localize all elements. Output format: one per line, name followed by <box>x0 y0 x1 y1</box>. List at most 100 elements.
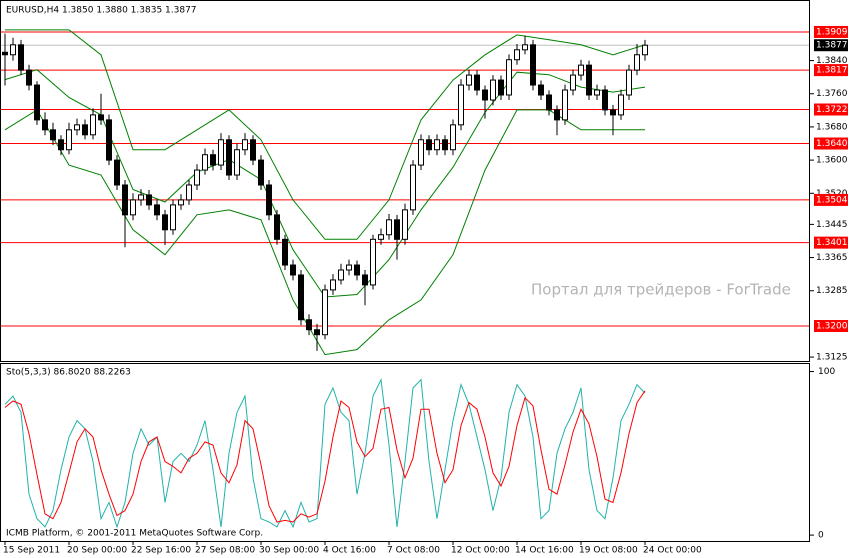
x-tick-label: 4 Oct 16:00 <box>323 546 376 556</box>
band-upper <box>5 29 646 240</box>
main-plot: Портал для трейдеров - ForTrade <box>1 29 809 356</box>
candle-body <box>154 204 160 216</box>
candle-body <box>210 154 216 166</box>
y-tick-label: 1.3520 <box>816 189 848 199</box>
candle-body <box>82 124 88 136</box>
y-tick-label: 1.3680 <box>816 122 848 132</box>
candle-body <box>602 89 608 111</box>
candle-body <box>98 114 104 121</box>
candle-body <box>114 159 120 186</box>
candle-body <box>410 164 416 211</box>
candle-body <box>458 84 464 126</box>
candle-body <box>162 214 168 231</box>
y-tick-label: 1.3285 <box>816 286 848 296</box>
watermark: Портал для трейдеров - ForTrade <box>531 281 791 299</box>
candle-body <box>58 139 64 151</box>
candle-body <box>66 129 72 151</box>
x-tick-label: 15 Sep 2011 <box>3 546 60 556</box>
level-label: 1.3817 <box>816 66 848 76</box>
candle-body <box>170 204 176 231</box>
candle-body <box>482 89 488 101</box>
candle-body <box>434 139 440 151</box>
candle-body <box>506 59 512 96</box>
y-tick-label: 0 <box>818 531 824 541</box>
x-tick-label: 14 Oct 16:00 <box>515 546 574 556</box>
y-tick-label: 1.3760 <box>816 89 848 99</box>
level-label-box <box>814 236 848 249</box>
candle-body <box>586 64 592 96</box>
candle-body <box>530 44 536 86</box>
candle-body <box>546 94 552 111</box>
candle-body <box>578 64 584 76</box>
candle-body <box>618 94 624 116</box>
candle-body <box>562 89 568 121</box>
current-price-label: 1.3877 <box>816 41 848 51</box>
level-label-box <box>814 25 848 38</box>
candle-body <box>234 149 240 176</box>
level-label-box <box>814 319 848 332</box>
y-tick-label: 100 <box>818 367 835 377</box>
x-tick-label: 20 Sep 00:00 <box>67 546 127 556</box>
candle-body <box>418 139 424 166</box>
candle-body <box>282 238 288 266</box>
candle-body <box>322 289 328 336</box>
candle-body <box>50 129 56 141</box>
level-label-box <box>814 103 848 116</box>
candle-body <box>242 139 248 151</box>
oscillator-plot <box>4 377 646 529</box>
candle-body <box>146 194 152 206</box>
band-lower <box>4 109 645 356</box>
x-tick-label: 12 Oct 00:00 <box>451 546 510 556</box>
x-tick-label: 27 Sep 08:00 <box>195 546 255 556</box>
candle-body <box>450 124 456 151</box>
candle-body <box>202 154 208 171</box>
x-tick-label: 24 Oct 00:00 <box>643 546 702 556</box>
level-label-box <box>814 137 848 150</box>
candle-body <box>178 199 184 206</box>
current-price-box <box>814 39 848 52</box>
candle-body <box>330 279 336 291</box>
oscillator-panel-frame <box>0 363 810 542</box>
level-label: 1.3909 <box>816 27 848 37</box>
candle-body <box>626 69 632 96</box>
axes: 1.3125 1.3285 1.3365 1.3445 1.3520 1.3600 1.36… <box>3 25 848 556</box>
candle-body <box>130 199 136 216</box>
candle-body <box>474 74 480 91</box>
candle-body <box>354 264 360 276</box>
candle-body <box>314 329 320 336</box>
oscillator-title: Sto(5,3,3) 86.8020 88.2263 <box>6 368 131 378</box>
candle-body <box>26 69 32 86</box>
candle-body <box>538 84 544 96</box>
candle-body <box>402 209 408 240</box>
candle-body <box>186 184 192 201</box>
candle-body <box>258 159 264 186</box>
candle-body <box>570 74 576 91</box>
candle-body <box>298 274 304 321</box>
main-title: EURUSD,H4 1.3850 1.3880 1.3835 1.3877 <box>6 6 197 16</box>
candle-body <box>90 114 96 136</box>
x-tick-label: 19 Oct 08:00 <box>579 546 638 556</box>
candle-body <box>250 139 256 161</box>
candle-body <box>2 51 8 56</box>
candle-body <box>10 44 16 56</box>
candle-body <box>346 264 352 271</box>
candle-body <box>466 74 472 86</box>
candle-body <box>386 219 392 236</box>
candle-body <box>378 234 384 240</box>
candle-body <box>634 54 640 71</box>
level-label: 1.3640 <box>816 139 848 149</box>
oscillator-line <box>4 377 646 529</box>
candle-body <box>426 139 432 151</box>
candle-body <box>362 274 368 286</box>
level-label-box <box>814 193 848 206</box>
y-tick-label: 1.3365 <box>816 253 848 263</box>
candle-body <box>18 44 24 71</box>
candle-body <box>74 124 80 131</box>
candle-body <box>594 89 600 96</box>
x-tick-label: 7 Oct 08:00 <box>387 546 440 556</box>
candle-body <box>138 194 144 201</box>
level-label: 1.3722 <box>816 105 848 115</box>
candle-body <box>370 238 376 286</box>
level-label-box <box>814 64 848 77</box>
y-tick-label: 1.3125 <box>816 353 848 363</box>
